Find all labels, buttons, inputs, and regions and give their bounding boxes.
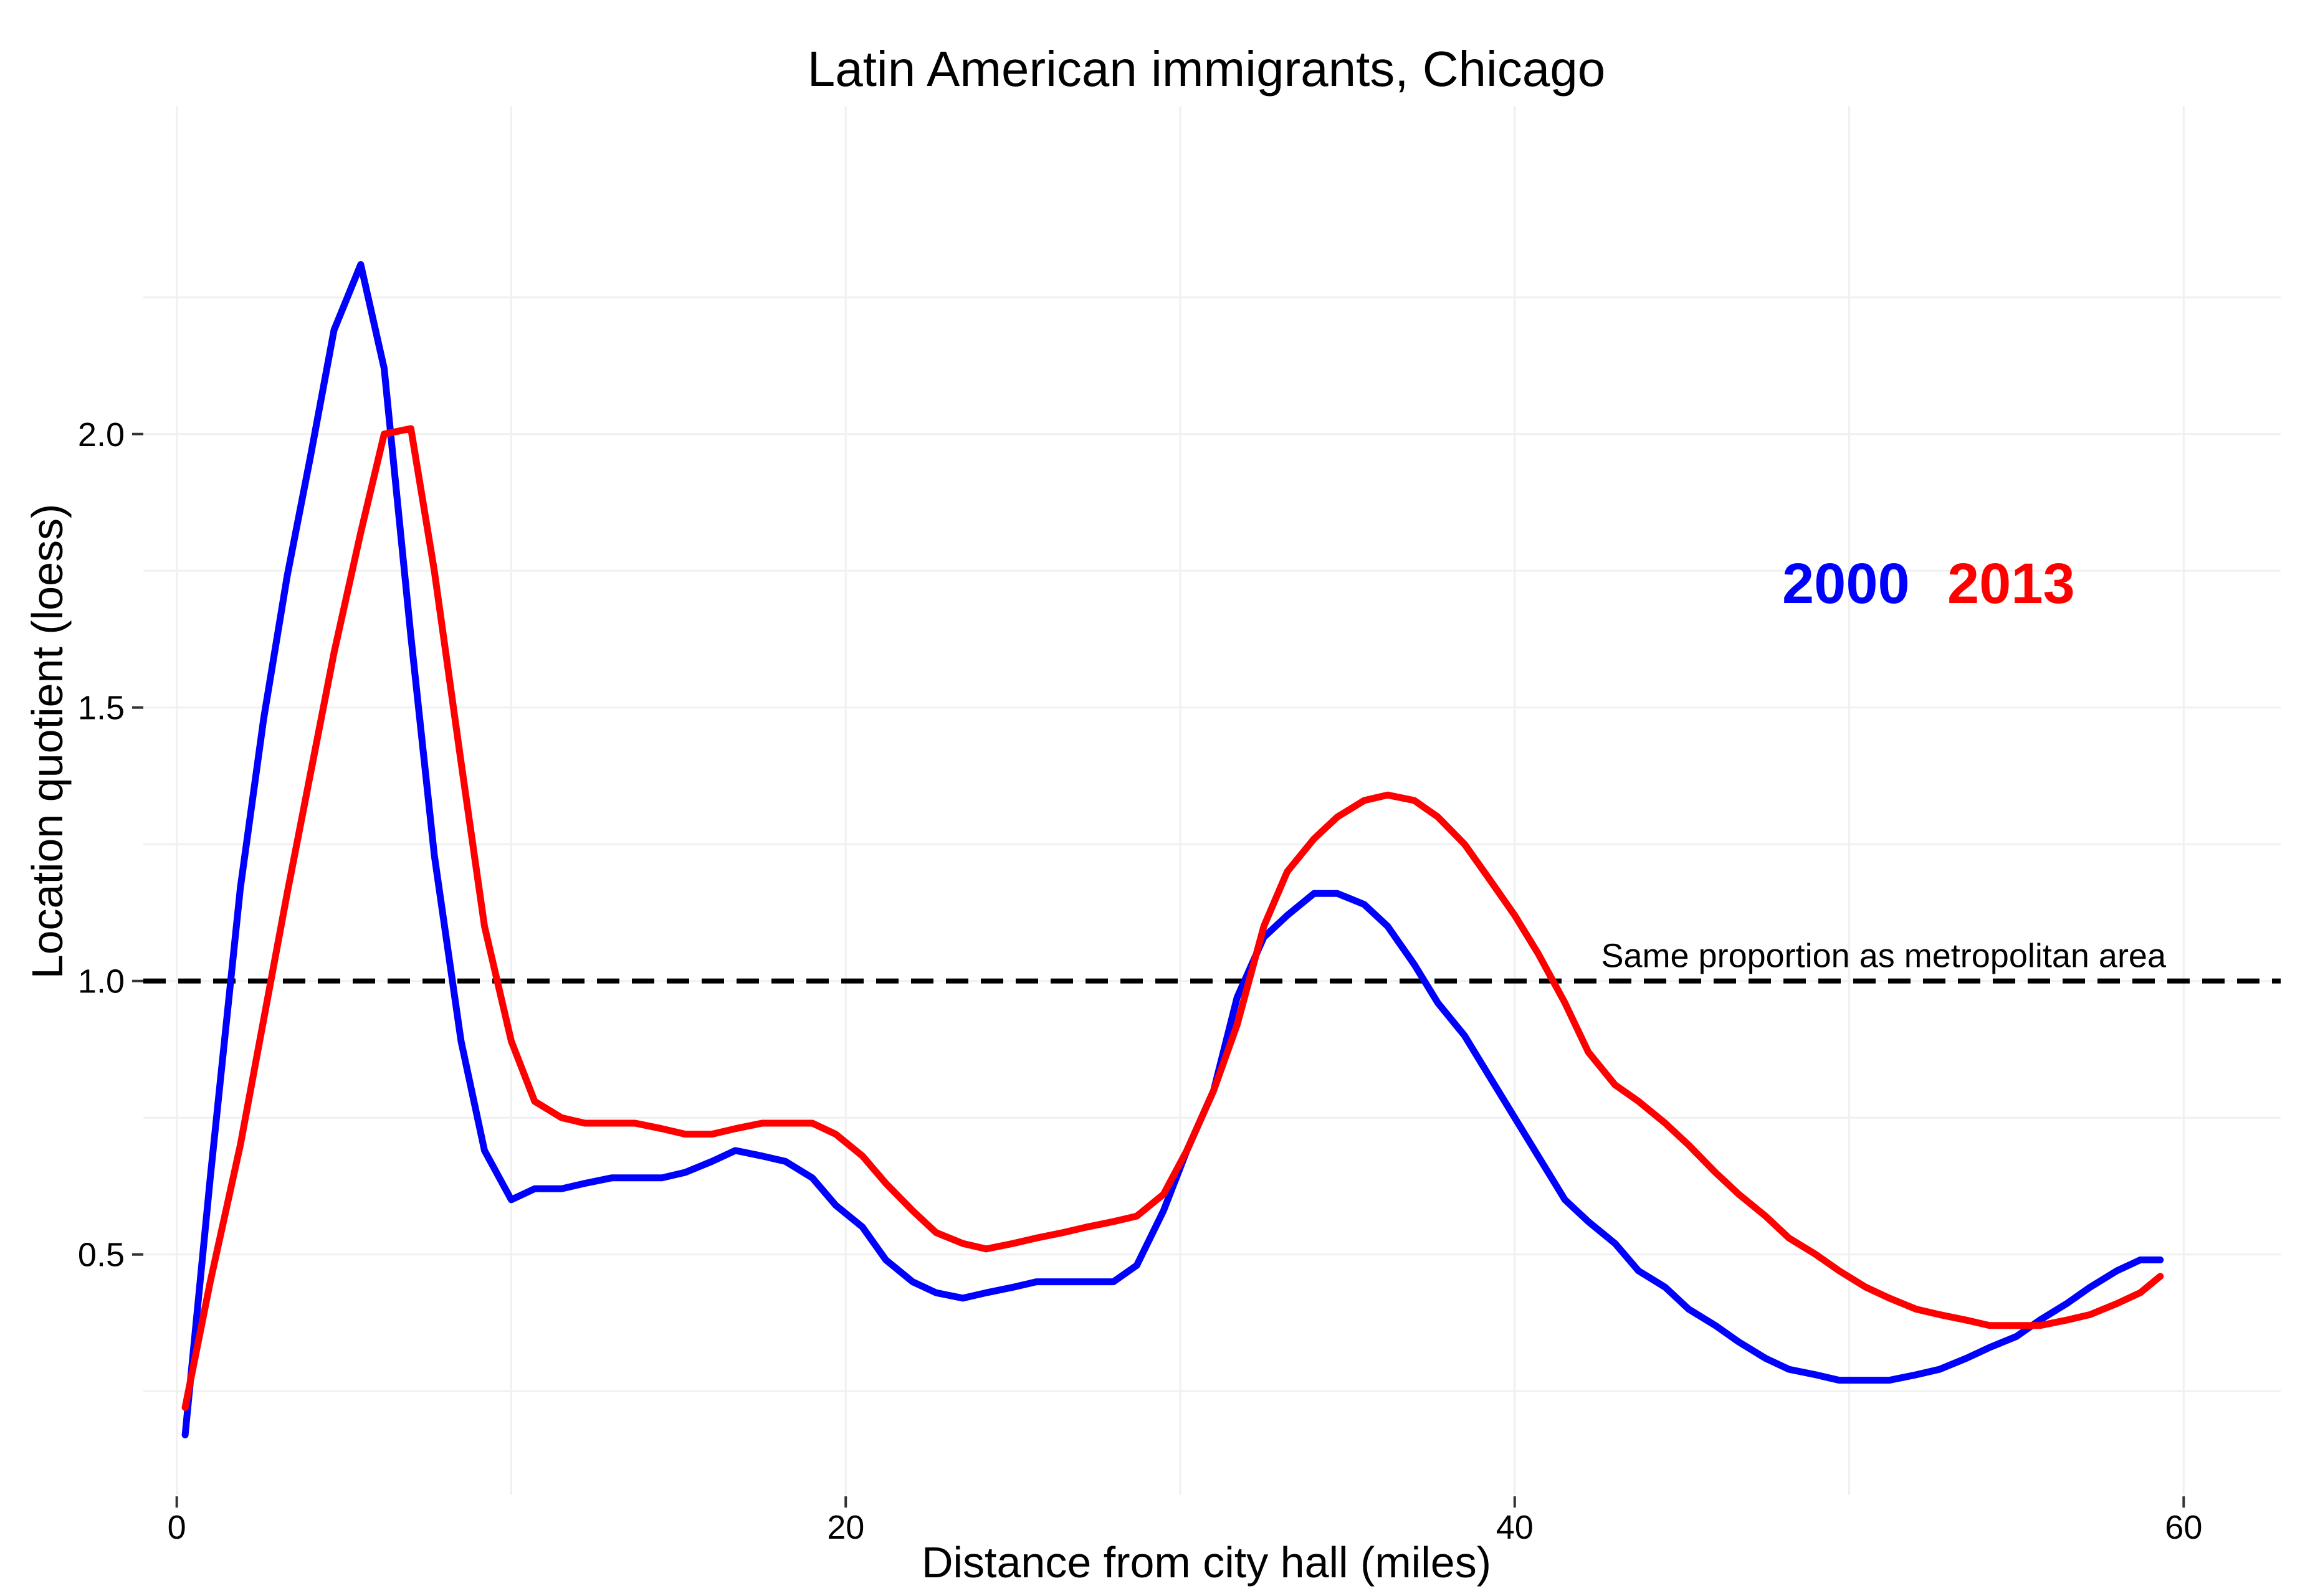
reference-line-label: Same proportion as metropolitan area bbox=[1601, 938, 2166, 975]
y-axis-title: Location quotient (loess) bbox=[23, 504, 72, 979]
axes: 0 20 40 60 0.5 1.0 1.5 2.0 bbox=[78, 416, 2202, 1546]
series-group bbox=[181, 261, 2164, 1438]
legend-label-2013: 2013 bbox=[1947, 552, 2075, 615]
x-tick-label: 20 bbox=[827, 1509, 864, 1546]
x-tick-label: 60 bbox=[2165, 1509, 2202, 1546]
y-tick-label: 1.5 bbox=[78, 690, 125, 727]
x-tick-label: 40 bbox=[1496, 1509, 1534, 1546]
x-axis-title: Distance from city hall (miles) bbox=[922, 1538, 1491, 1587]
legend: 2000 2013 bbox=[1782, 552, 2075, 615]
y-tick-label: 2.0 bbox=[78, 416, 125, 454]
y-tick-label: 0.5 bbox=[78, 1237, 125, 1274]
chart-title: Latin American immigrants, Chicago bbox=[808, 41, 1606, 97]
legend-label-2000: 2000 bbox=[1782, 552, 1910, 615]
series-line-2013 bbox=[181, 425, 2164, 1411]
y-tick-label: 1.0 bbox=[78, 963, 125, 1000]
series-line-2000 bbox=[181, 261, 2164, 1438]
x-tick-label: 0 bbox=[168, 1509, 186, 1546]
